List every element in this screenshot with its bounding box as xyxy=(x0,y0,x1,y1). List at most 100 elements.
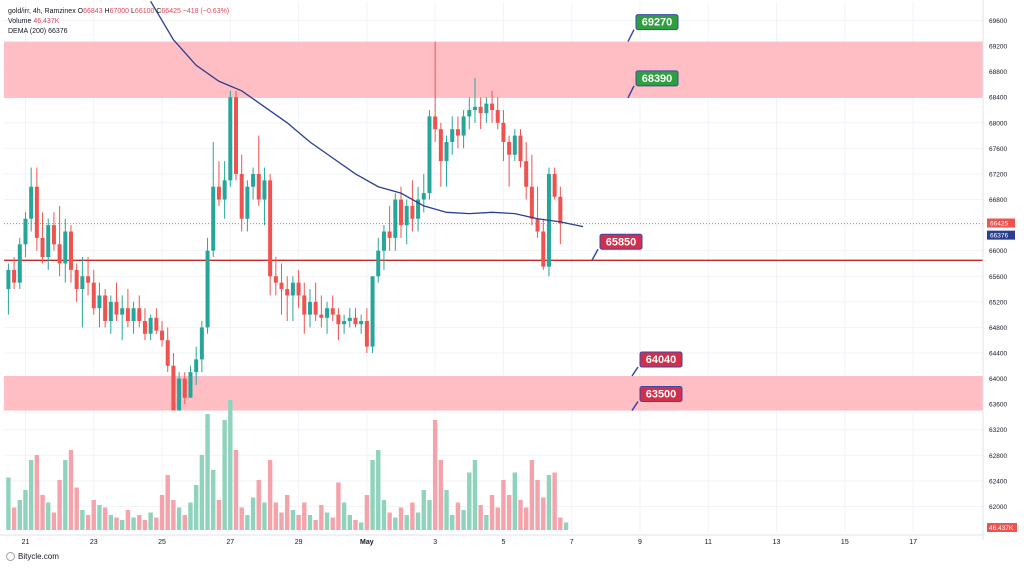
candle xyxy=(507,135,512,187)
candle xyxy=(433,41,438,142)
candle-body xyxy=(285,289,290,296)
volume-bar xyxy=(46,502,51,530)
volume-bar xyxy=(290,510,296,530)
volume-bar xyxy=(398,507,404,530)
volume-bar xyxy=(125,510,131,530)
volume-bar xyxy=(137,515,142,530)
candle xyxy=(40,212,45,264)
candle-body xyxy=(410,205,415,219)
candle-body xyxy=(68,231,73,270)
volume-bar xyxy=(495,507,500,530)
candle xyxy=(524,141,529,200)
price-axis: 62000 62400 62800 63200 63600 64000 64400 64800… xyxy=(982,0,1017,540)
candle xyxy=(234,90,238,181)
candle xyxy=(484,97,489,123)
candle-body xyxy=(444,141,449,162)
candle xyxy=(342,314,347,334)
legend-high: 67000 xyxy=(109,8,130,15)
volume-bar xyxy=(182,515,187,530)
candle xyxy=(137,295,142,328)
candle-body xyxy=(234,97,238,174)
candle-body xyxy=(535,218,540,232)
callout-price-label: 65850 xyxy=(606,236,637,248)
brand-logo-icon xyxy=(6,552,15,561)
price-axis-tick-label: 68400 xyxy=(989,95,1007,102)
candle-body xyxy=(148,317,153,334)
candle xyxy=(558,186,563,245)
callout-pointer xyxy=(627,29,635,42)
time-axis-tick-label: 25 xyxy=(158,539,166,546)
time-axis-tick-label: 7 xyxy=(570,539,574,546)
volume-bar xyxy=(472,460,478,530)
time-axis-tick-label: 27 xyxy=(226,539,234,546)
candle-body xyxy=(228,97,233,181)
candle-body xyxy=(216,186,221,200)
candle-body xyxy=(495,110,500,123)
candle-body xyxy=(80,276,85,290)
candle xyxy=(381,225,386,270)
volume-bar xyxy=(358,522,364,530)
candle-body xyxy=(404,205,409,226)
candle-body xyxy=(438,129,443,162)
candle xyxy=(97,282,102,328)
legend-symbol: gold/irr, 4h, Ramzinex xyxy=(8,8,76,15)
candle-body xyxy=(387,231,392,238)
volume-bar xyxy=(34,455,40,530)
price-callout: 69270 xyxy=(627,14,679,42)
candle-body xyxy=(552,173,557,197)
candle-body xyxy=(450,129,455,142)
callout-box xyxy=(635,14,679,31)
volume-bar xyxy=(552,472,557,530)
candle-body xyxy=(273,276,278,283)
candle-body xyxy=(319,314,324,318)
volume-bar xyxy=(159,495,165,530)
candle xyxy=(86,257,91,296)
candle-body xyxy=(484,103,489,114)
candle xyxy=(336,308,341,341)
candle-body xyxy=(262,180,267,200)
candle xyxy=(114,282,119,322)
volume-bar xyxy=(421,490,426,530)
candle-body xyxy=(86,276,91,283)
volume-bar xyxy=(120,520,125,530)
candle xyxy=(399,186,404,238)
legend-low-label: L xyxy=(131,8,135,15)
candle xyxy=(404,199,409,245)
time-axis-tick-label: 13 xyxy=(773,539,781,546)
volume-bar xyxy=(506,495,512,530)
candle xyxy=(262,167,267,226)
volume-bar xyxy=(245,515,250,530)
volume-value-tag-label: 46.437K xyxy=(989,525,1014,532)
candle-body xyxy=(325,308,330,318)
candle xyxy=(467,97,472,130)
volume-value-tag xyxy=(987,523,1017,532)
candle xyxy=(239,154,244,232)
candle xyxy=(319,295,324,328)
candle-body xyxy=(381,231,386,251)
volume-bar xyxy=(285,495,290,530)
price-axis-tick-label: 62000 xyxy=(989,504,1007,511)
price-callout: 64040 xyxy=(631,351,683,377)
candle xyxy=(461,110,466,149)
candle-body xyxy=(353,317,358,325)
candle xyxy=(353,308,358,328)
candle-body xyxy=(6,269,11,290)
volume-bar xyxy=(199,455,205,530)
candle xyxy=(273,257,278,296)
legend-dema-label: DEMA (200) xyxy=(8,28,47,35)
volume-bar xyxy=(233,450,239,530)
volume-bar xyxy=(262,502,267,530)
candle xyxy=(108,295,113,334)
volume-bar xyxy=(273,502,279,530)
volume-bar xyxy=(6,477,11,530)
candle xyxy=(182,372,187,405)
candle-body xyxy=(17,244,22,283)
candle xyxy=(307,289,312,328)
candle xyxy=(359,314,364,334)
candle-body xyxy=(558,196,563,224)
volume-bar xyxy=(108,515,114,530)
candle-body xyxy=(461,116,466,136)
candle xyxy=(17,237,22,290)
candle xyxy=(535,186,540,238)
